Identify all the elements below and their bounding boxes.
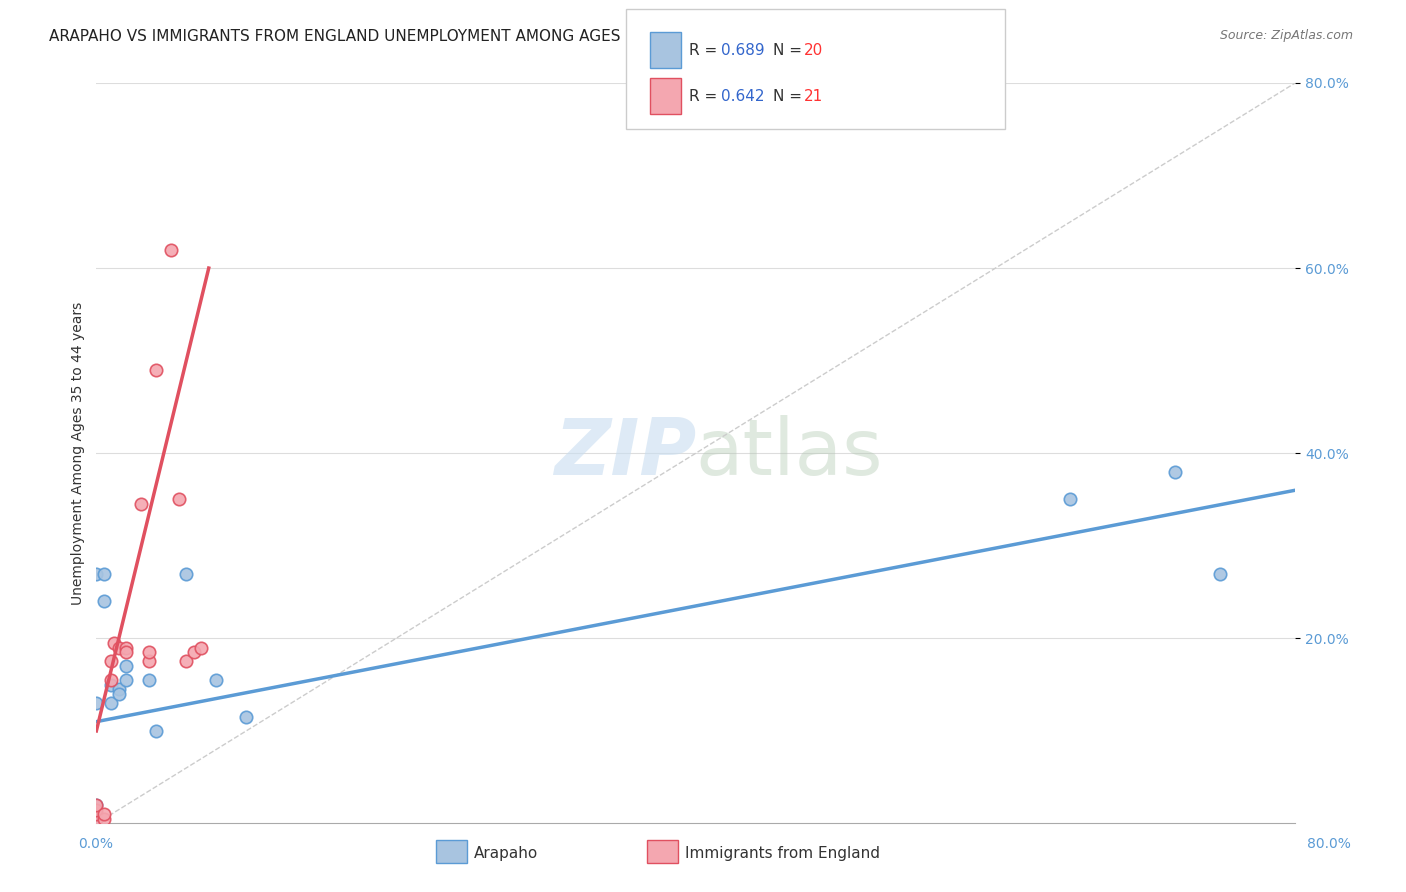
Point xyxy=(108,682,131,697)
Point xyxy=(86,696,108,710)
Point xyxy=(100,655,122,669)
Point xyxy=(86,812,108,826)
Point xyxy=(86,803,108,817)
Point xyxy=(108,687,131,701)
Point xyxy=(1059,492,1081,507)
Point xyxy=(100,696,122,710)
Text: Arapaho: Arapaho xyxy=(474,846,538,861)
Text: N =: N = xyxy=(773,89,807,104)
Text: 0.642: 0.642 xyxy=(721,89,765,104)
Point xyxy=(235,710,257,724)
Point xyxy=(86,807,108,822)
Text: Source: ZipAtlas.com: Source: ZipAtlas.com xyxy=(1219,29,1353,42)
Text: 0.689: 0.689 xyxy=(721,43,765,58)
Text: ZIP: ZIP xyxy=(554,415,696,491)
Point xyxy=(108,640,131,655)
Point xyxy=(174,655,197,669)
Point xyxy=(86,812,108,826)
Point xyxy=(86,566,108,581)
Point xyxy=(86,797,108,812)
Point xyxy=(190,640,212,655)
Point xyxy=(115,645,138,659)
Text: R =: R = xyxy=(689,89,723,104)
Text: Immigrants from England: Immigrants from England xyxy=(685,846,880,861)
Text: N =: N = xyxy=(773,43,807,58)
Point xyxy=(167,492,190,507)
Point xyxy=(115,640,138,655)
Point xyxy=(138,673,160,687)
Point xyxy=(145,723,167,738)
Y-axis label: Unemployment Among Ages 35 to 44 years: Unemployment Among Ages 35 to 44 years xyxy=(72,301,86,605)
Point xyxy=(115,673,138,687)
Text: ARAPAHO VS IMMIGRANTS FROM ENGLAND UNEMPLOYMENT AMONG AGES 35 TO 44 YEARS CORREL: ARAPAHO VS IMMIGRANTS FROM ENGLAND UNEMP… xyxy=(49,29,920,44)
Point xyxy=(115,659,138,673)
Point xyxy=(93,594,115,608)
Point xyxy=(86,797,108,812)
Point xyxy=(1209,566,1232,581)
Text: 20: 20 xyxy=(804,43,824,58)
Point xyxy=(131,497,153,511)
Text: atlas: atlas xyxy=(696,415,883,491)
Point xyxy=(138,655,160,669)
Point xyxy=(174,566,197,581)
Point xyxy=(100,673,122,687)
Point xyxy=(145,363,167,377)
Point xyxy=(138,645,160,659)
Point xyxy=(1164,465,1187,479)
Point xyxy=(160,243,183,257)
Point xyxy=(103,636,125,650)
Point xyxy=(205,673,228,687)
Point xyxy=(100,678,122,692)
Point xyxy=(183,645,205,659)
Point xyxy=(93,566,115,581)
Text: 21: 21 xyxy=(804,89,824,104)
Text: 0.0%: 0.0% xyxy=(79,837,112,851)
Point xyxy=(93,807,115,822)
Text: R =: R = xyxy=(689,43,723,58)
Point xyxy=(93,812,115,826)
Text: 80.0%: 80.0% xyxy=(1306,837,1351,851)
